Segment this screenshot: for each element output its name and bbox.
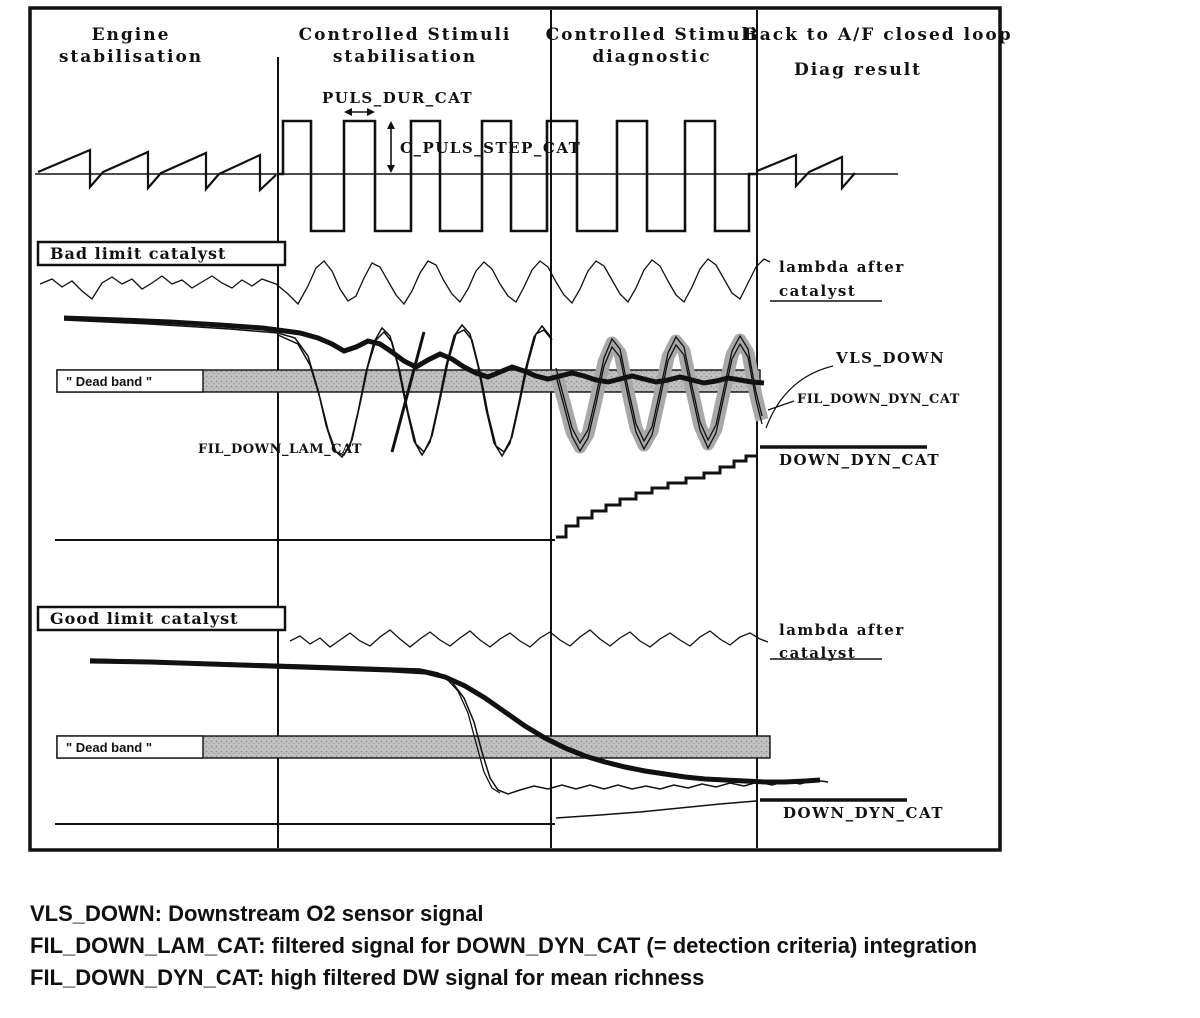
legend: VLS_DOWN: Downstream O2 sensor signal FI… <box>30 898 977 994</box>
c-puls-step-cat-label: C_PULS_STEP_CAT <box>400 139 581 157</box>
legend-line-fil-down-dyn: FIL_DOWN_DYN_CAT: high filtered DW signa… <box>30 965 705 990</box>
good-lambda-trace <box>289 629 769 648</box>
bad-down-dyn-staircase <box>556 454 758 539</box>
fil-down-lam-label: FIL_DOWN_LAM_CAT <box>198 442 362 457</box>
square-wave-pulses <box>278 119 757 233</box>
puls-dur-cat-label: PULS_DUR_CAT <box>322 89 473 107</box>
bad-lambda-label-line2: catalyst <box>779 282 856 300</box>
bad-limit-section: Bad limit catalyst lambda after catalyst… <box>36 240 960 541</box>
vls-down-pointer-line <box>765 365 834 429</box>
bad-lambda-trace <box>39 258 771 306</box>
good-fil-down-dyn-thick-trace <box>89 658 821 785</box>
header-stimuli-diag-line2: diagnostic <box>592 47 711 67</box>
good-limit-title-box <box>36 605 287 632</box>
bad-limit-title-box <box>36 240 287 267</box>
good-down-dyn-rise <box>555 800 757 819</box>
fil-down-lam-slope-marker <box>390 331 426 453</box>
good-vls-down-raw-trace <box>89 658 829 795</box>
vls-down-label: VLS_DOWN <box>835 349 945 367</box>
vls-down-shaded-oscillation <box>549 333 769 454</box>
header-stimuli-stab-line2: stabilisation <box>333 47 477 67</box>
good-lambda-label-line2: catalyst <box>779 644 856 662</box>
puls-step-arrowhead-top-icon <box>387 121 395 129</box>
fil-down-lam-trace <box>277 329 553 456</box>
bad-dead-band-label: " Dead band " <box>66 374 152 389</box>
header-closed-loop: Back to A/F closed loop <box>743 25 1012 45</box>
header-stimuli-diag-line1: Controlled Stimuli <box>546 25 759 45</box>
good-down-dyn-label: DOWN_DYN_CAT <box>783 804 944 822</box>
legend-line-vls-down: VLS_DOWN: Downstream O2 sensor signal <box>30 901 484 926</box>
legend-line-fil-down-lam: FIL_DOWN_LAM_CAT: filtered signal for DO… <box>30 933 978 958</box>
vls-down-oscillation-outline-top <box>555 334 763 445</box>
stimuli-waveform: PULS_DUR_CAT C_PULS_STEP_CAT <box>35 89 898 233</box>
bad-down-dyn-label: DOWN_DYN_CAT <box>779 451 940 469</box>
diagram-frame <box>28 6 1002 852</box>
header-diag-result: Diag result <box>794 60 922 80</box>
engine-sawtooth-left <box>37 148 277 193</box>
header-stimuli-stab-line1: Controlled Stimuli <box>299 25 512 45</box>
puls-dur-arrowhead-right-icon <box>367 108 375 116</box>
good-limit-section: Good limit catalyst lambda after catalys… <box>36 605 944 825</box>
bad-limit-title: Bad limit catalyst <box>50 244 226 263</box>
engine-sawtooth-right <box>756 153 856 191</box>
good-dead-band-label-box <box>56 735 204 759</box>
header-engine-line2: stabilisation <box>59 47 203 67</box>
puls-step-arrowhead-bottom-icon <box>387 165 395 173</box>
good-limit-title: Good limit catalyst <box>50 609 239 628</box>
header-engine-line1: Engine <box>92 25 171 45</box>
good-dead-band-gray <box>203 736 770 758</box>
vls-down-oscillation-outline-bottom <box>555 342 763 453</box>
good-lambda-label-line1: lambda after <box>779 621 905 639</box>
fil-down-dyn-thick-trace <box>63 315 765 386</box>
good-dead-band-label: " Dead band " <box>66 740 152 755</box>
fil-down-dyn-label: FIL_DOWN_DYN_CAT <box>797 392 960 407</box>
bad-dead-band-label-box <box>56 369 204 393</box>
fil-down-dyn-pointer-line <box>767 400 795 411</box>
bad-lambda-label-line1: lambda after <box>779 258 905 276</box>
puls-dur-arrowhead-left-icon <box>344 108 352 116</box>
